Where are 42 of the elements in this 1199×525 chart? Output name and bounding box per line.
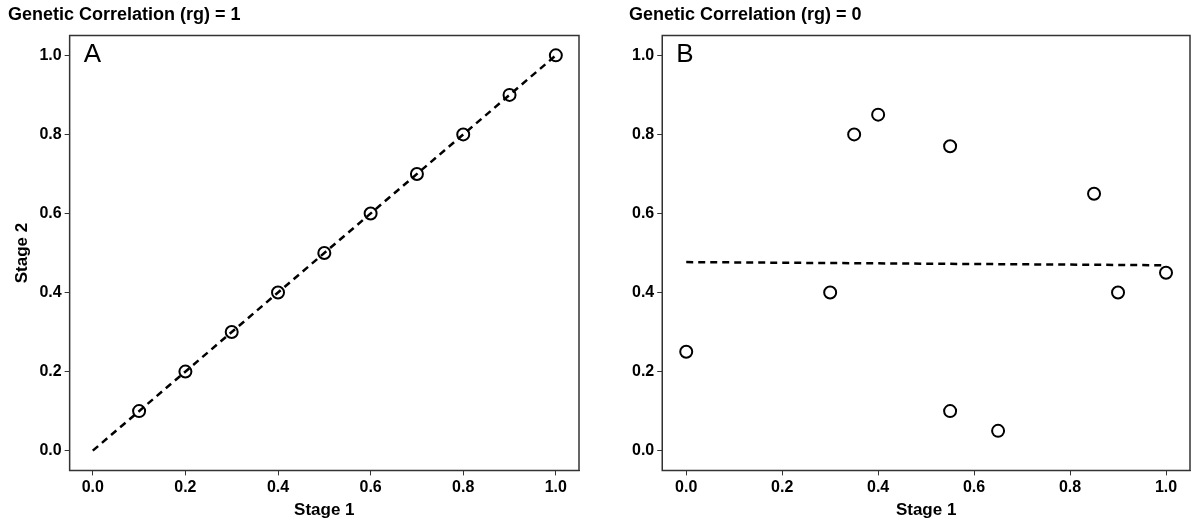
y-tick-label: 1.0 [631, 45, 655, 63]
chart-title: Genetic Correlation (rg) = 0 [629, 3, 862, 24]
y-tick-label: 0.0 [39, 441, 62, 459]
x-tick-label: 1.0 [1154, 478, 1178, 496]
x-axis-title: Stage 1 [294, 500, 355, 520]
y-tick-label: 0.4 [631, 282, 655, 300]
x-tick-label: 0.6 [962, 478, 986, 496]
point [943, 404, 958, 419]
point [1087, 186, 1102, 201]
x-tick-label: 0.4 [266, 478, 290, 496]
x-tick-label: 0.2 [174, 478, 197, 496]
x-tick-label: 0.4 [867, 478, 890, 496]
y-tick-label: 0.0 [631, 441, 655, 459]
x-tick-label: 0.0 [675, 478, 698, 496]
point [871, 107, 886, 122]
y-tick-label: 0.4 [39, 282, 62, 300]
point [1159, 265, 1174, 280]
x-tick-label: 0.8 [1058, 478, 1082, 496]
y-axis-title: Stage 2 [11, 222, 31, 284]
x-tick-label: 1.0 [544, 478, 568, 496]
point [548, 48, 563, 63]
y-tick-label: 0.8 [39, 124, 62, 142]
y-tick-label: 0.2 [39, 361, 62, 379]
y-tick-label: 0.2 [631, 361, 655, 379]
point [991, 423, 1006, 438]
point [823, 285, 838, 300]
point [847, 127, 862, 142]
x-tick-label: 0.2 [771, 478, 794, 496]
x-axis-title: Stage 1 [895, 500, 957, 520]
point [943, 139, 958, 154]
point [679, 344, 694, 359]
annotation: A [83, 37, 102, 68]
x-tick-label: 0.6 [359, 478, 382, 496]
y-tick-label: 0.6 [39, 203, 62, 221]
x-tick-label: 0.8 [452, 478, 475, 496]
point [1111, 285, 1126, 300]
annotation: B [676, 37, 694, 68]
y-tick-label: 0.6 [631, 203, 655, 221]
y-tick-label: 0.8 [631, 124, 655, 142]
chart-title: Genetic Correlation (rg) = 1 [8, 3, 241, 24]
x-tick-label: 0.0 [81, 478, 105, 496]
y-tick-label: 1.0 [39, 45, 62, 63]
